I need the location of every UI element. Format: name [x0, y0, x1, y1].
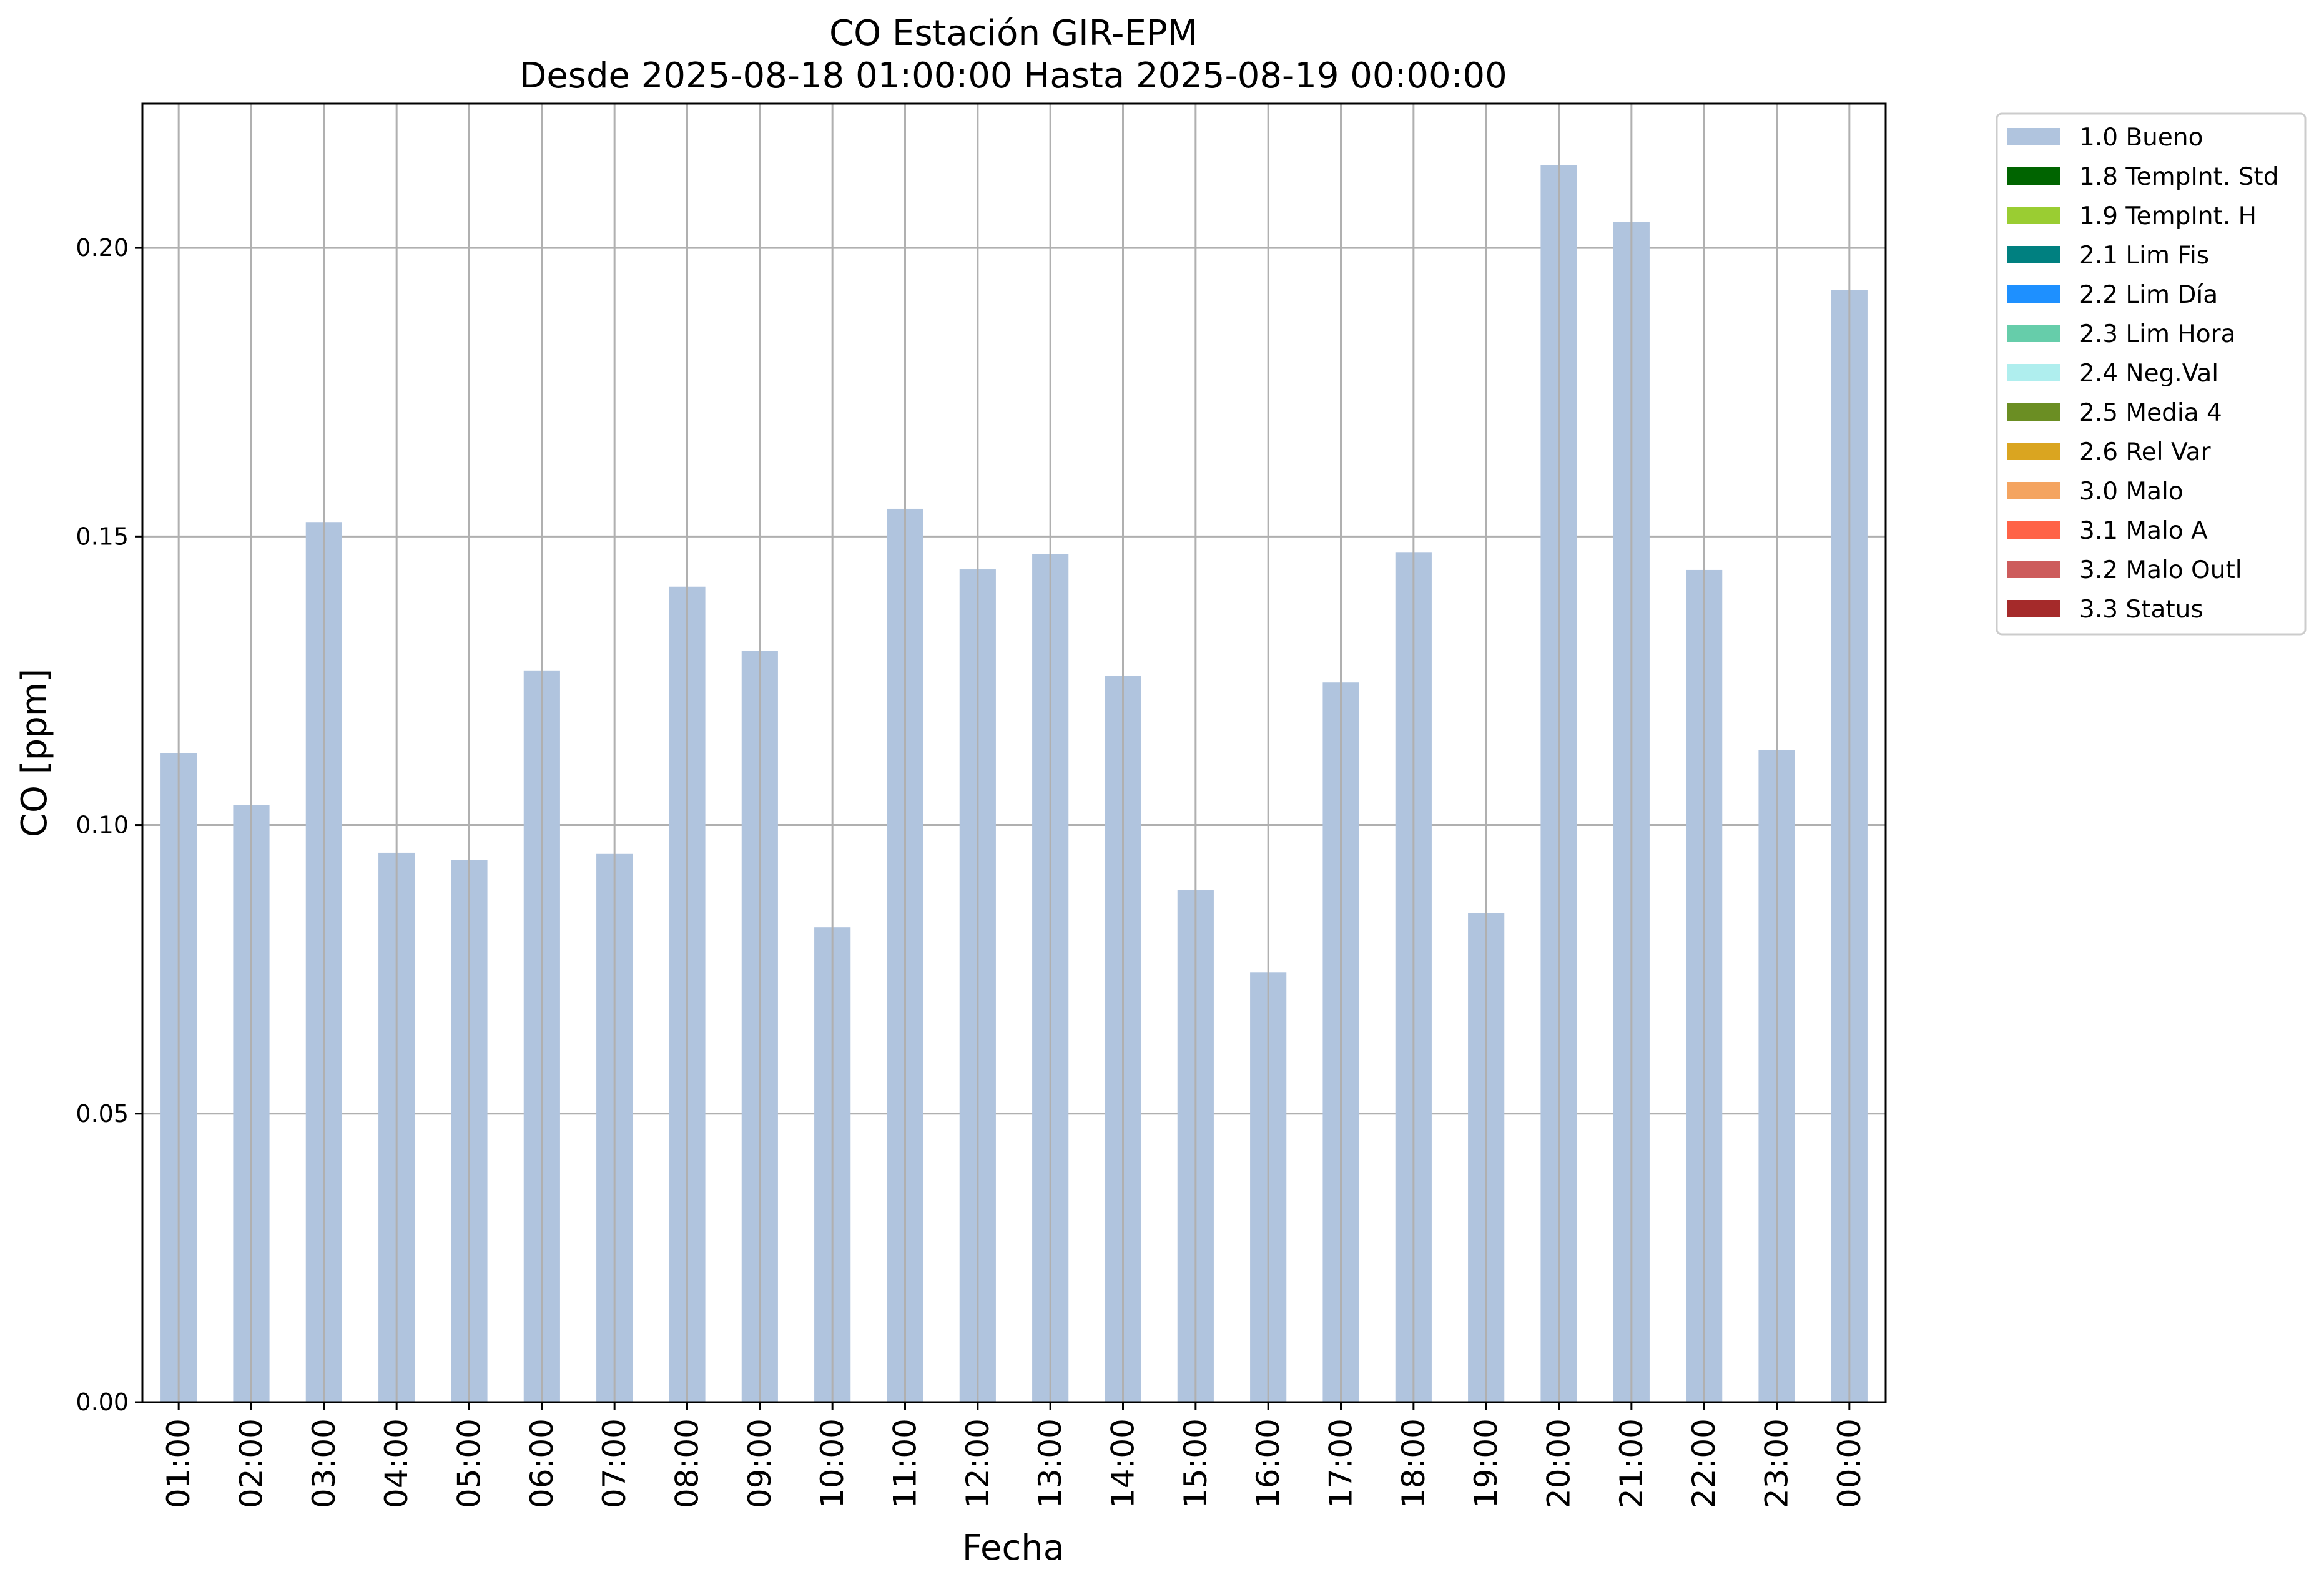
x-tick-label: 01:00 [160, 1418, 197, 1508]
x-tick-label: 00:00 [1831, 1418, 1868, 1508]
legend-swatch [2007, 561, 2060, 578]
chart-subtitle: Desde 2025-08-18 01:00:00 Hasta 2025-08-… [519, 56, 1507, 96]
chart-title: CO Estación GIR-EPM [829, 13, 1198, 54]
y-tick-label: 0.15 [76, 523, 129, 550]
legend-entry: 2.1 Lim Fis [2079, 242, 2209, 270]
x-tick-label: 21:00 [1613, 1418, 1650, 1508]
x-axis-label: Fecha [962, 1528, 1065, 1568]
legend-entry: 1.9 TempInt. H [2079, 202, 2257, 230]
x-tick-label: 17:00 [1323, 1418, 1359, 1508]
legend-box [1996, 112, 2307, 636]
legend-entry: 3.3 Status [2079, 596, 2203, 624]
legend-swatch [2007, 325, 2060, 342]
legend: 1.0 Bueno 1.8 TempInt. Std 1.9 TempInt. H 2… [1996, 112, 2307, 636]
x-tick-label: 16:00 [1250, 1418, 1286, 1508]
x-tick-label: 15:00 [1178, 1418, 1214, 1508]
x-tick-label: 08:00 [669, 1418, 706, 1508]
y-tick-label: 0.20 [76, 234, 129, 262]
x-tick-label: 22:00 [1686, 1418, 1722, 1508]
legend-swatch [2007, 600, 2060, 617]
legend-swatch [2007, 364, 2060, 381]
x-tick-label: 20:00 [1541, 1418, 1577, 1508]
legend-entry: 2.6 Rel Var [2079, 438, 2212, 466]
x-tick-label: 10:00 [814, 1418, 850, 1508]
legend-entry: 3.2 Malo Outl [2079, 556, 2242, 584]
legend-swatch [2007, 128, 2060, 145]
x-tick-label: 03:00 [306, 1418, 342, 1508]
legend-entry: 2.2 Lim Día [2079, 281, 2218, 309]
x-tick-label: 06:00 [524, 1418, 560, 1508]
legend-entry: 1.0 Bueno [2079, 124, 2203, 152]
legend-entry: 3.1 Malo A [2079, 517, 2208, 545]
y-tick-label: 0.05 [76, 1100, 129, 1128]
legend-entry: 3.0 Malo [2079, 478, 2184, 506]
x-tick-label: 14:00 [1105, 1418, 1141, 1508]
y-tick-label: 0.00 [76, 1388, 129, 1416]
x-tick-label: 05:00 [451, 1418, 488, 1508]
legend-entry: 2.3 Lim Hora [2079, 320, 2236, 348]
legend-swatch [2007, 167, 2060, 185]
x-tick-label: 07:00 [596, 1418, 633, 1508]
x-tick-label: 23:00 [1759, 1418, 1795, 1508]
x-tick-label: 12:00 [960, 1418, 996, 1508]
gridlines [142, 247, 1886, 1115]
bars-series-bueno [160, 104, 1868, 1403]
y-axis-ticks: 0.00 0.05 0.10 0.15 0.20 [76, 234, 142, 1416]
x-tick-label: 18:00 [1396, 1418, 1432, 1508]
x-tick-label: 13:00 [1032, 1418, 1068, 1508]
legend-entry: 1.8 TempInt. Std [2079, 163, 2278, 191]
legend-entry: 2.5 Media 4 [2079, 399, 2222, 427]
x-tick-label: 02:00 [234, 1418, 270, 1508]
legend-swatch [2007, 246, 2060, 263]
x-tick-label: 09:00 [742, 1418, 778, 1508]
y-axis-label: CO [ppm] [14, 669, 55, 837]
legend-swatch [2007, 207, 2060, 224]
legend-swatch [2007, 482, 2060, 499]
legend-swatch [2007, 403, 2060, 421]
legend-swatch [2007, 285, 2060, 303]
legend-swatch [2007, 521, 2060, 539]
legend-entry: 2.4 Neg.Val [2079, 360, 2218, 388]
y-tick-label: 0.10 [76, 812, 129, 839]
x-tick-label: 11:00 [887, 1418, 923, 1508]
x-tick-label: 04:00 [378, 1418, 415, 1508]
plot-frame [141, 102, 1887, 1403]
x-tick-label: 19:00 [1468, 1418, 1504, 1508]
legend-swatch [2007, 443, 2060, 460]
x-axis-ticks: 01:00 02:00 03:00 04:00 05:00 06:00 07:00 08:00… [160, 1402, 1868, 1508]
